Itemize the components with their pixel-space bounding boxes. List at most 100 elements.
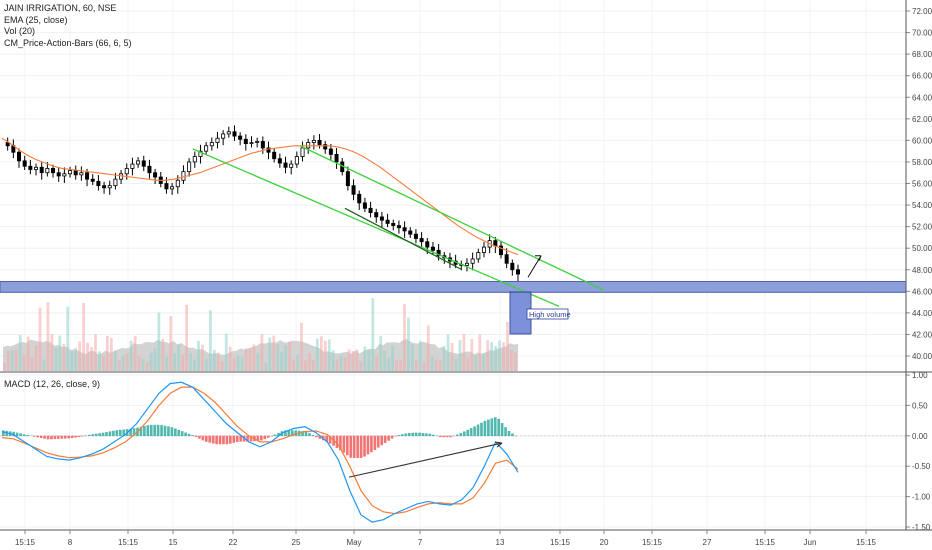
volume-bar [224,333,228,371]
macd-histogram-bar [452,435,456,437]
volume-bar [98,351,101,371]
time-tick-label: May [346,538,361,547]
macd-histogram-bar [167,426,170,437]
volume-bar [145,362,149,371]
macd-tick-label: 0.50 [912,401,928,410]
volume-bar [284,345,288,371]
candle-body [396,225,401,229]
macd-histogram-bar [139,426,143,437]
macd-histogram-bar [318,435,322,439]
macd-histogram-bar [43,435,46,439]
macd-histogram-bar [397,435,401,437]
macd-histogram-bar [163,425,167,437]
inner-trend-line [344,207,463,271]
volume-bar [86,342,89,371]
candle-body [277,158,282,164]
symbol-title[interactable]: JAIN IRRIGATION, 60, NSE [4,3,117,13]
volume-indicator-label[interactable]: Vol (20) [4,26,36,36]
volume-bar [109,338,113,371]
macd-histogram-bar [246,435,249,442]
candle-body [22,160,27,167]
macd-histogram-bar [304,431,308,437]
candle-body [130,163,135,169]
volume-bar [454,359,458,371]
candle-body [209,142,214,147]
volume-bar [347,349,351,371]
macd-histogram-bar [335,435,339,448]
macd-histogram-bar [108,431,112,437]
macd-histogram-bar [70,435,74,439]
candle-body [28,165,33,170]
macd-histogram-bar [459,433,463,437]
time-tick-label: 25 [292,538,301,547]
macd-pane [0,381,906,523]
macd-histogram-bar [294,430,298,437]
macd-histogram-bar [180,431,184,437]
volume-bar [272,335,276,371]
candle-body [68,170,73,175]
candle-body [107,185,112,189]
candle-body [357,193,362,204]
macd-line [1,381,519,523]
volume-bar [193,359,196,371]
macd-histogram-bar [118,429,122,437]
ema-indicator-label[interactable]: EMA (25, close) [4,14,68,25]
macd-tick-label: -0.50 [912,462,931,471]
volume-bar [220,361,224,371]
macd-histogram-bar [290,430,294,437]
volume-bar [260,334,264,371]
volume-bar [161,338,165,371]
macd-histogram-bar [359,435,363,458]
volume-bar [30,357,34,371]
macd-histogram-bar [315,435,318,438]
candlestick-series [5,125,521,282]
macd-histogram-bar [184,432,187,437]
macd-histogram-bar [256,435,260,441]
macd-histogram-bar [476,424,480,437]
macd-histogram-bar [77,435,81,438]
time-tick-label: 15:15 [15,538,36,547]
macd-histogram-bar [115,430,119,437]
macd-histogram-bar [363,435,366,457]
volume-bar [169,316,173,371]
macd-histogram-bar [129,428,132,437]
candle-body [136,160,141,165]
volume-bar [391,345,394,371]
time-tick-label: 15:15 [856,538,877,547]
volume-bar [248,348,252,371]
macd-histogram-bar [50,435,53,440]
volume-bar [117,360,121,371]
candle-body [45,168,50,174]
candle-body [272,151,277,160]
volume-bar [363,346,367,371]
macd-histogram-bar [84,435,88,437]
macd-histogram-bar [404,433,408,437]
candle-body [300,147,305,157]
price-tick-label: 56.00 [912,180,932,189]
volume-bar [197,340,200,371]
price-action-indicator-label[interactable]: CM_Price-Action-Bars (66, 6, 5) [4,37,132,48]
macd-histogram-bar [490,418,494,437]
macd-histogram-bar [356,435,359,458]
macd-histogram-bar [67,435,70,439]
volume-bar [228,346,232,371]
volume-bar [466,357,470,371]
support-zone [0,281,907,293]
macd-histogram-bar [235,435,239,442]
divergence-arrow-head [494,441,503,448]
volume-bar [379,335,383,371]
macd-histogram-bar [81,435,84,437]
volume-bar [70,351,74,371]
macd-histogram-bar [63,435,67,439]
candle-body [113,178,118,187]
volume-bar [173,353,177,371]
time-tick-label: 15:15 [642,538,663,547]
macd-histogram-bar [15,432,19,437]
candle-body [419,238,424,243]
macd-legend[interactable]: MACD (12, 26, close, 9) [4,379,101,389]
time-tick-label: 15:15 [755,538,776,547]
volume-bar [288,341,291,371]
candle-body [311,139,316,143]
volume-bar [94,334,97,371]
